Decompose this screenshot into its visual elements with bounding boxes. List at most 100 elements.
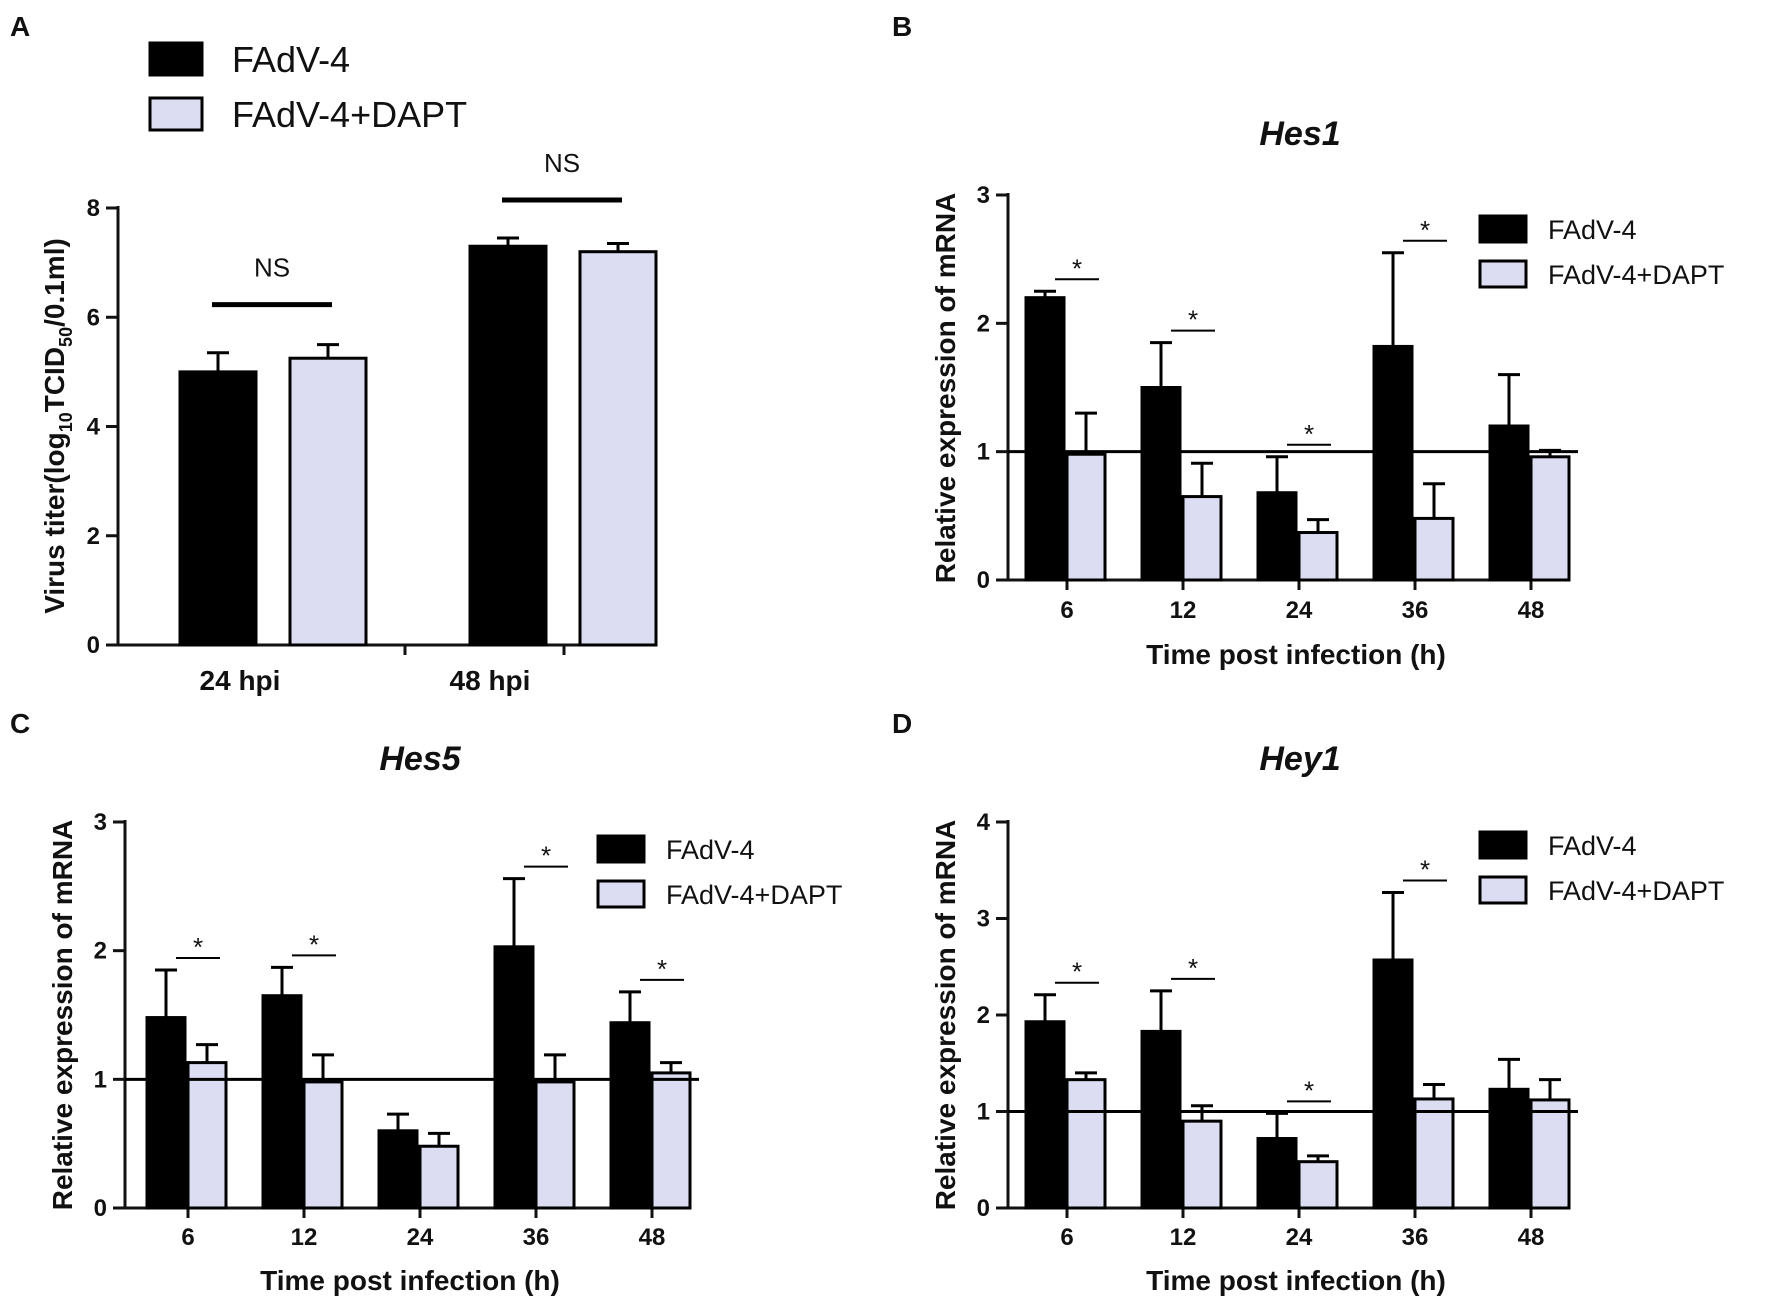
x-tick-label: 12 (1170, 597, 1197, 624)
y-axis-label: Virus titer(log10TCID50/0.1ml) (39, 238, 76, 614)
x-tick-label: 36 (523, 1224, 550, 1251)
significance-label: NS (544, 148, 580, 178)
x-tick-label: 48 hpi (450, 665, 531, 696)
bar-series1-6 (1024, 1020, 1066, 1210)
significance-label: * (1420, 215, 1430, 245)
y-tick-label: 6 (87, 304, 100, 331)
y-tick-label: 2 (977, 310, 990, 337)
x-tick-label: 24 hpi (200, 665, 281, 696)
y-axis-label: Relative expression of mRNA (930, 820, 961, 1211)
bar-series2-6 (1065, 452, 1107, 582)
x-tick-label: 48 (1518, 597, 1545, 624)
legend-label-1: FAdV-4 (1548, 215, 1637, 245)
bar-series1-24 (377, 1129, 419, 1210)
x-tick-label: 36 (1402, 597, 1429, 624)
x-tick-label: 24 (407, 1224, 434, 1251)
bar-series2-12 (302, 1080, 344, 1210)
legend-swatch-1 (1478, 830, 1528, 860)
bar-series2-24 (1297, 531, 1339, 582)
y-tick-label: 0 (94, 1195, 107, 1222)
chart-title: Hey1 (1259, 740, 1340, 778)
bar-series2-24 (418, 1144, 460, 1210)
y-tick-label: 0 (977, 1195, 990, 1222)
panel-letter-a: A (10, 11, 30, 42)
legend-label-1: FAdV-4 (666, 835, 755, 865)
legend-swatch-2 (1478, 875, 1528, 905)
y-tick-label: 8 (87, 195, 100, 222)
x-tick-label: 36 (1402, 1224, 1429, 1251)
x-tick-label: 24 (1286, 597, 1313, 624)
y-axis-label-part: Virus titer(log (39, 432, 70, 614)
y-axis-label: Relative expression of mRNA (930, 193, 961, 584)
bar-series1-36 (493, 945, 535, 1210)
significance-label: * (657, 954, 667, 984)
y-tick-label: 0 (87, 632, 100, 659)
bar-series2-6 (1065, 1078, 1107, 1210)
x-tick-label: 48 (1518, 1224, 1545, 1251)
significance-label: NS (254, 253, 290, 283)
bar-series1-12 (261, 994, 303, 1210)
significance-label: * (1188, 953, 1198, 983)
significance-label: * (1420, 854, 1430, 884)
bar-series2-6 (186, 1061, 228, 1210)
y-tick-label: 4 (87, 414, 101, 441)
legend-label-2: FAdV-4+DAPT (1548, 260, 1724, 290)
legend-swatch-1 (596, 834, 646, 864)
bar-series2-12 (1181, 1119, 1223, 1210)
bar-series1-24 (1256, 1137, 1298, 1210)
legend-swatch-1 (148, 41, 204, 77)
y-tick-label: 2 (94, 938, 107, 965)
bar-series1-12 (1140, 386, 1182, 582)
panel-letter-c: C (10, 708, 30, 739)
bar-series2-36 (534, 1080, 576, 1210)
x-axis-label: Time post infection (h) (260, 1265, 560, 1296)
bar-series1-48 (1488, 424, 1530, 582)
panel-letter-d: D (892, 708, 912, 739)
bar-series1-36 (1372, 344, 1414, 582)
y-axis-label-part: /0.1ml) (39, 238, 70, 327)
x-axis-label: Time post infection (h) (1146, 639, 1446, 670)
significance-label: * (1188, 305, 1198, 335)
y-tick-label: 3 (977, 182, 990, 209)
legend-label-1: FAdV-4 (1548, 831, 1637, 861)
bar-series1-48 (609, 1021, 651, 1210)
bar-series2-24 (1297, 1160, 1339, 1210)
legend-swatch-1 (1478, 214, 1528, 244)
x-tick-label: 12 (1170, 1224, 1197, 1251)
x-tick-label: 12 (291, 1224, 318, 1251)
significance-label: * (309, 929, 319, 959)
y-tick-label: 1 (977, 1099, 990, 1126)
bar-series1-6 (145, 1016, 187, 1210)
y-tick-label: 2 (87, 523, 100, 550)
y-axis-label-part: 50 (56, 327, 76, 347)
legend-label-2: FAdV-4+DAPT (232, 94, 467, 135)
x-tick-label: 24 (1286, 1224, 1313, 1251)
y-tick-label: 1 (94, 1066, 107, 1093)
bar-series2-24 hpi (288, 356, 368, 647)
significance-label: * (1304, 419, 1314, 449)
legend-swatch-2 (148, 96, 204, 132)
x-tick-label: 6 (1060, 1224, 1073, 1251)
x-tick-label: 6 (181, 1224, 194, 1251)
y-axis-label: Relative expression of mRNA (47, 820, 78, 1211)
legend-label-1: FAdV-4 (232, 39, 350, 80)
bar-series1-48 hpi (468, 244, 548, 647)
bar-series2-36 (1413, 516, 1455, 582)
bar-series1-36 (1372, 958, 1414, 1210)
y-tick-label: 1 (977, 439, 990, 466)
bar-series2-48 (1529, 455, 1571, 582)
y-tick-label: 4 (977, 809, 991, 836)
significance-label: * (1072, 957, 1082, 987)
significance-label: * (193, 932, 203, 962)
panel-letter-b: B (892, 11, 912, 42)
chart-title: Hes5 (379, 740, 461, 778)
y-tick-label: 2 (977, 1002, 990, 1029)
bar-series1-12 (1140, 1029, 1182, 1210)
chart-panel-a: 0 2 4 6 8 24 hpi 48 hpi NS NS Virus titer(log10TC… (39, 39, 658, 696)
bar-series2-48 (1529, 1098, 1571, 1210)
y-tick-label: 0 (977, 567, 990, 594)
